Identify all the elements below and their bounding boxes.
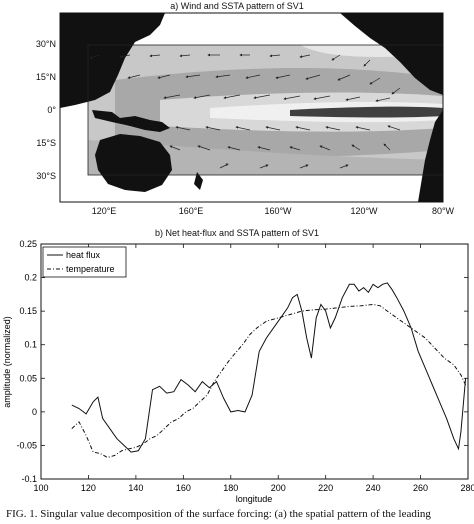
- y-tick-label: 0: [32, 407, 37, 417]
- x-tick-label: 140: [128, 483, 143, 493]
- asia-land: [60, 13, 165, 108]
- x-tick-label: 220: [318, 483, 333, 493]
- lon-label-120e: 120°E: [92, 206, 117, 216]
- ssta-contour-core: [290, 106, 443, 118]
- legend-label-heat-flux: heat flux: [66, 250, 101, 260]
- australia-land: [95, 134, 172, 192]
- lon-label-80w: 80°W: [432, 206, 455, 216]
- lat-label-15n: 15°N: [36, 72, 56, 82]
- plot-frame: [40, 243, 469, 480]
- panel-a-title: a) Wind and SSTA pattern of SV1: [170, 1, 304, 11]
- indonesia-land: [92, 110, 170, 132]
- x-tick-label: 160: [176, 483, 191, 493]
- wind-vectors: [89, 53, 401, 169]
- figure-caption: FIG. 1. Singular value decomposition of …: [6, 508, 431, 520]
- lat-label-eq: 0°: [47, 105, 56, 115]
- panel-a-map: 30°N 15°N 0° 15°S 30°S 120°E 160°E 160°W…: [36, 12, 455, 216]
- y-tick-label: 0.2: [24, 273, 37, 283]
- x-tick-label: 180: [223, 483, 238, 493]
- x-tick-label: 200: [271, 483, 286, 493]
- x-axis-label: longitude: [236, 494, 273, 504]
- new-zealand-land: [194, 172, 203, 190]
- x-tick-label: 240: [366, 483, 381, 493]
- lat-label-15s: 15°S: [36, 138, 56, 148]
- lon-label-160w: 160°W: [264, 206, 292, 216]
- x-tick-label: 100: [33, 483, 48, 493]
- legend-label-temperature: temperature: [66, 264, 115, 274]
- panel-b-title: b) Net heat-flux and SSTA pattern of SV1: [155, 228, 319, 238]
- y-tick-label: 0.25: [19, 239, 37, 249]
- y-tick-label: 0.1: [24, 340, 37, 350]
- y-axis-label: amplitude (normalized): [2, 316, 12, 408]
- legend: heat flux temperature: [42, 246, 127, 278]
- x-tick-label: 260: [413, 483, 428, 493]
- legend-box: [42, 246, 127, 278]
- x-tick-label: 280: [460, 483, 474, 493]
- y-tick-label: -0.05: [16, 440, 37, 450]
- lat-label-30s: 30°S: [36, 171, 56, 181]
- lat-label-30n: 30°N: [36, 39, 56, 49]
- y-tick-label: 0.05: [19, 373, 37, 383]
- lon-label-160e: 160°E: [179, 206, 204, 216]
- series-line-heat-flux: [71, 282, 467, 453]
- lon-label-120w: 120°W: [350, 206, 378, 216]
- x-tick-label: 120: [81, 483, 96, 493]
- north-america-land: [340, 13, 443, 95]
- y-tick-label: 0.15: [19, 306, 37, 316]
- south-america-land: [418, 110, 443, 202]
- panel-b-chart: 100 120 140 160 180 200 220 240 260 280 -0.1 -0.05…: [2, 239, 474, 504]
- y-tick-label: -0.1: [21, 474, 37, 484]
- series-line-temperature: [71, 303, 467, 459]
